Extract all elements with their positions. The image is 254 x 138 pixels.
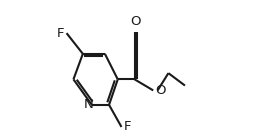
Text: O: O [155,84,165,97]
Text: N: N [84,98,94,111]
Text: F: F [123,120,131,133]
Text: O: O [131,15,141,28]
Text: F: F [57,27,65,40]
